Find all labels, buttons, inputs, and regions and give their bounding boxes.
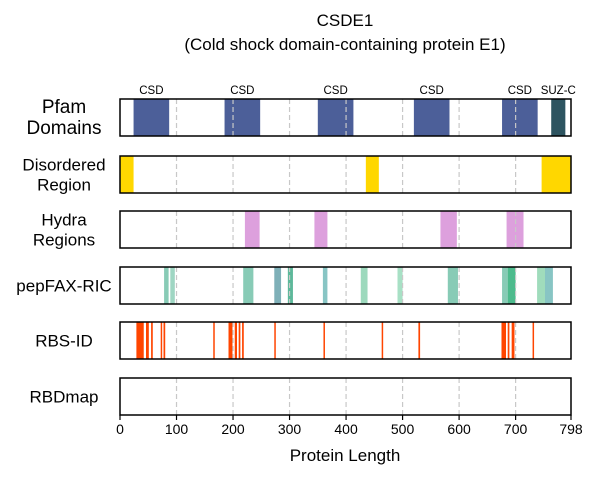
disordered-track-frame — [119, 155, 572, 194]
rbdmap-track-label: RBDmap — [30, 388, 99, 407]
pepfax-feature-bar — [537, 267, 546, 304]
x-tick-label: 0 — [116, 421, 124, 437]
rbsid-track-frame — [119, 321, 572, 360]
pfam-feature-label: CSD — [508, 85, 532, 97]
x-tick-label: 200 — [221, 421, 245, 437]
disordered-track-label: Region — [37, 176, 91, 195]
rbsid-feature-bar — [238, 322, 241, 359]
pfam-track-label: Pfam — [42, 97, 86, 118]
rbsid-track-label: RBS-ID — [35, 332, 93, 351]
pfam-feature-label: CSD — [420, 85, 444, 97]
rbsid-feature-bar — [418, 322, 421, 359]
hydra-feature-bar — [440, 211, 457, 248]
disordered-feature-bar — [365, 156, 379, 193]
pfam-feature-bar — [502, 99, 538, 136]
hydra-track-frame — [119, 210, 572, 249]
pfam-feature-label: CSD — [139, 85, 163, 97]
pepfax-feature-bar — [243, 267, 254, 304]
pfam-track-frame — [119, 98, 572, 137]
pepfax-track-label: pepFAX-RIC — [16, 277, 111, 296]
chart-title-line2: (Cold shock domain-containing protein E1… — [184, 35, 505, 54]
pepfax-feature-bar — [360, 267, 368, 304]
pfam-track-label: Domains — [27, 118, 102, 139]
rbsid-feature-bar — [381, 322, 384, 359]
rbsid-feature-bar — [274, 322, 276, 359]
pfam-feature-label: SUZ-C — [541, 85, 576, 97]
x-tick-label: 100 — [165, 421, 189, 437]
x-tick-label: 600 — [447, 421, 471, 437]
rbsid-feature-bar — [532, 322, 535, 359]
rbsid-feature-bar — [511, 322, 515, 359]
rbsid-feature-bar — [136, 322, 144, 359]
rbsid-feature-bar — [501, 322, 507, 359]
rbsid-feature-bar — [507, 322, 510, 359]
chart-title-line1: CSDE1 — [317, 11, 374, 30]
track-rbsid: RBS-ID — [35, 321, 572, 360]
pepfax-feature-bar — [164, 267, 169, 304]
rbsid-feature-bar — [228, 322, 233, 359]
disordered-feature-bar — [541, 156, 571, 193]
pepfax-feature-bar — [447, 267, 458, 304]
pfam-feature-bar — [317, 99, 354, 136]
pfam-feature-bar — [551, 99, 566, 136]
pepfax-feature-bar — [322, 267, 328, 304]
pepfax-feature-bar — [397, 267, 403, 304]
pepfax-feature-bar — [287, 267, 293, 304]
rbsid-feature-bar — [242, 322, 244, 359]
rbsid-feature-bar — [234, 322, 237, 359]
x-tick-label: 500 — [391, 421, 415, 437]
x-axis-label: Protein Length — [290, 446, 401, 465]
hydra-feature-bar — [314, 211, 328, 248]
pfam-feature-label: CSD — [323, 85, 347, 97]
pepfax-feature-bar — [507, 267, 516, 304]
track-pepfax: pepFAX-RIC — [16, 266, 572, 305]
x-tick-label: 400 — [334, 421, 358, 437]
hydra-feature-bar — [244, 211, 260, 248]
pfam-feature-label: CSD — [230, 85, 254, 97]
hydra-track-label: Regions — [33, 231, 95, 250]
hydra-track-label: Hydra — [41, 211, 87, 230]
disordered-feature-bar — [120, 156, 134, 193]
rbsid-feature-bar — [163, 322, 166, 359]
x-tick-label: 300 — [278, 421, 302, 437]
rbsid-feature-bar — [213, 322, 215, 359]
pepfax-feature-bar — [274, 267, 282, 304]
pepfax-feature-bar — [170, 267, 175, 304]
track-rbdmap: RBDmap — [30, 377, 572, 416]
x-tick-label: 700 — [504, 421, 528, 437]
x-tick-label: 798 — [559, 421, 583, 437]
rbsid-feature-bar — [151, 322, 153, 359]
pepfax-feature-bar — [502, 267, 508, 304]
rbsid-feature-bar — [323, 322, 325, 359]
pfam-feature-bar — [224, 99, 261, 136]
pepfax-feature-bar — [545, 267, 553, 304]
x-axis: 0 100 200 300 400 500 600 700 798 — [116, 415, 583, 437]
pfam-feature-bar — [133, 99, 170, 136]
rbsid-feature-bar — [145, 322, 149, 359]
pfam-feature-bar — [413, 99, 450, 136]
pepfax-track-frame — [119, 266, 572, 305]
rbsid-feature-bar — [160, 322, 163, 359]
disordered-track-label: Disordered — [22, 156, 105, 175]
